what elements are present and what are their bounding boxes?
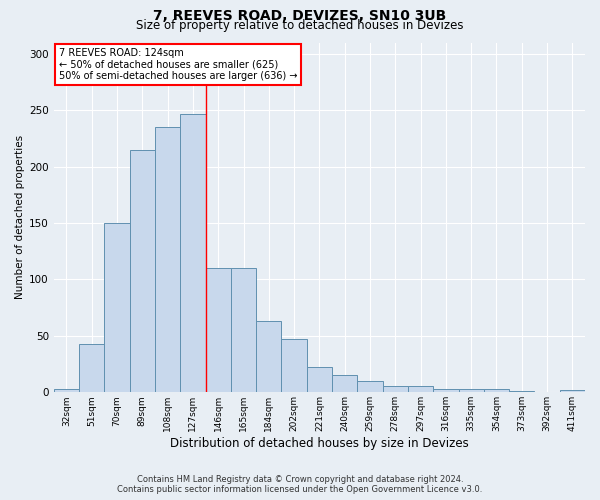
Bar bbox=[560, 390, 585, 392]
Text: 7, REEVES ROAD, DEVIZES, SN10 3UB: 7, REEVES ROAD, DEVIZES, SN10 3UB bbox=[154, 9, 446, 23]
Text: 7 REEVES ROAD: 124sqm
← 50% of detached houses are smaller (625)
50% of semi-det: 7 REEVES ROAD: 124sqm ← 50% of detached … bbox=[59, 48, 298, 81]
Text: Contains HM Land Registry data © Crown copyright and database right 2024.
Contai: Contains HM Land Registry data © Crown c… bbox=[118, 474, 482, 494]
Bar bbox=[231, 268, 256, 392]
Bar bbox=[433, 389, 458, 392]
Bar bbox=[509, 391, 535, 392]
Text: Size of property relative to detached houses in Devizes: Size of property relative to detached ho… bbox=[136, 19, 464, 32]
Bar bbox=[180, 114, 206, 392]
Bar bbox=[54, 389, 79, 392]
Bar bbox=[383, 386, 408, 392]
Bar bbox=[206, 268, 231, 392]
Bar bbox=[130, 150, 155, 392]
Bar bbox=[104, 223, 130, 392]
Bar bbox=[484, 389, 509, 392]
Bar bbox=[332, 376, 358, 392]
Y-axis label: Number of detached properties: Number of detached properties bbox=[15, 136, 25, 300]
Bar bbox=[79, 344, 104, 393]
Bar bbox=[458, 389, 484, 392]
Bar bbox=[256, 321, 281, 392]
Bar bbox=[358, 381, 383, 392]
Bar bbox=[281, 340, 307, 392]
Bar bbox=[307, 368, 332, 392]
X-axis label: Distribution of detached houses by size in Devizes: Distribution of detached houses by size … bbox=[170, 437, 469, 450]
Bar bbox=[408, 386, 433, 392]
Bar bbox=[155, 127, 180, 392]
